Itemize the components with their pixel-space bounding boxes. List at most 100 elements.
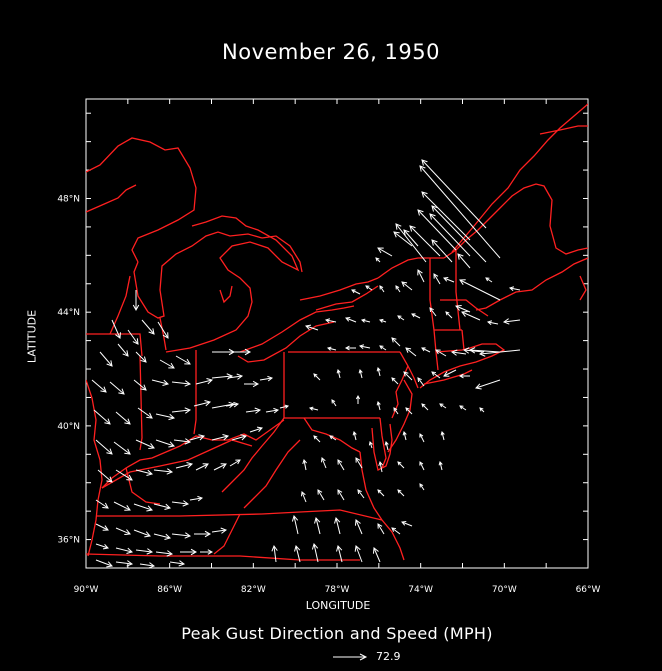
gust-arrow-head xyxy=(438,460,443,466)
gust-arrow xyxy=(117,343,129,357)
gust-arrow-head xyxy=(182,500,190,507)
gust-arrow xyxy=(397,489,405,497)
gust-arrow-head xyxy=(302,458,308,465)
gust-arrow-head xyxy=(485,277,490,282)
gust-arrow-head xyxy=(331,399,336,404)
gust-arrow-head xyxy=(435,349,441,355)
gust-arrow-head xyxy=(336,368,341,374)
gust-arrow-head xyxy=(337,489,343,495)
gust-arrow xyxy=(469,349,501,353)
gust-arrow-head xyxy=(164,533,172,540)
gust-arrow xyxy=(355,545,363,563)
gust-arrow xyxy=(153,503,171,509)
gust-arrow-head xyxy=(421,403,426,408)
gust-arrow-head xyxy=(168,413,176,421)
gust-arrow xyxy=(155,413,175,419)
gust-arrow xyxy=(109,381,125,395)
gust-arrow-head xyxy=(372,547,379,554)
gust-arrow-head xyxy=(358,368,363,374)
gust-arrow xyxy=(405,347,417,357)
y-axis-label: LATITUDE xyxy=(25,309,39,364)
gust-arrow xyxy=(213,463,227,471)
gust-arrow-head xyxy=(403,371,409,377)
gust-arrow-head xyxy=(184,438,192,445)
gust-arrow-head xyxy=(326,346,332,351)
gust-arrow-head xyxy=(379,285,384,290)
gust-arrow xyxy=(451,351,467,355)
gust-arrow xyxy=(335,517,341,535)
gust-arrow xyxy=(171,409,191,413)
gust-arrow-head xyxy=(132,338,139,345)
gust-arrow-head xyxy=(115,332,121,339)
gust-arrow-head xyxy=(443,371,450,377)
gust-arrow xyxy=(227,375,243,379)
gust-arrow-head xyxy=(411,313,416,318)
gust-arrow xyxy=(401,281,413,291)
gust-arrow-head xyxy=(164,503,172,510)
gust-arrow xyxy=(377,523,385,535)
gust-arrow xyxy=(457,253,471,269)
gust-arrow xyxy=(155,439,175,447)
gust-arrow-head xyxy=(351,289,356,294)
gust-arrow xyxy=(169,561,185,565)
gust-arrow xyxy=(245,409,261,413)
gust-arrow-head xyxy=(462,347,470,354)
gust-arrow-head xyxy=(320,457,326,463)
gust-arrow xyxy=(225,403,239,407)
gust-arrow-head xyxy=(357,489,362,495)
gust-arrow xyxy=(431,205,487,263)
gust-arrow xyxy=(135,469,153,475)
gust-arrow xyxy=(377,401,381,411)
gust-arrow-head xyxy=(421,347,426,352)
gust-arrow xyxy=(475,379,501,389)
gust-arrow-head xyxy=(300,491,306,497)
x-tick-label: 90°W xyxy=(74,585,99,595)
x-tick-label: 78°W xyxy=(325,585,350,595)
gust-arrow xyxy=(431,239,453,263)
gust-arrow xyxy=(95,439,113,455)
gust-arrow-head xyxy=(291,514,299,522)
gust-arrow-head xyxy=(106,561,113,568)
gust-arrow-head xyxy=(417,209,424,216)
gust-arrow-head xyxy=(140,384,147,391)
gust-arrow-head xyxy=(450,349,458,356)
gust-arrow xyxy=(189,497,203,501)
gust-arrow xyxy=(173,439,191,443)
gust-arrow xyxy=(317,489,325,501)
gust-arrow xyxy=(421,159,487,229)
gust-arrow xyxy=(485,277,493,283)
gust-arrow-head xyxy=(440,430,445,436)
gust-arrow xyxy=(305,325,319,331)
gust-arrow-head xyxy=(375,257,380,262)
gust-arrow xyxy=(439,461,443,471)
gust-arrow-head xyxy=(421,191,428,198)
gust-arrow-head xyxy=(102,525,109,531)
gust-arrow xyxy=(379,319,387,323)
gust-arrow xyxy=(365,285,373,291)
gust-arrow-head xyxy=(124,529,131,536)
gust-arrow-head xyxy=(140,356,147,363)
gust-arrow xyxy=(329,435,337,441)
gust-arrow-head xyxy=(204,530,212,538)
gust-arrow-head xyxy=(233,401,240,408)
gust-arrow-head xyxy=(146,412,153,419)
gust-arrow xyxy=(115,547,133,553)
gust-arrow-head xyxy=(100,386,107,393)
y-tick-label: 40°N xyxy=(57,422,80,432)
gust-arrow-head xyxy=(352,430,357,436)
gust-arrow-head xyxy=(397,461,402,466)
gust-arrow xyxy=(171,533,191,537)
gust-arrow xyxy=(211,435,229,441)
gust-arrow xyxy=(487,321,499,325)
gust-arrow xyxy=(157,321,169,339)
gust-arrow xyxy=(359,369,363,379)
gust-arrow-head xyxy=(256,426,263,433)
gust-arrow xyxy=(391,527,401,535)
gust-arrow xyxy=(417,269,425,283)
gust-arrow xyxy=(373,547,381,563)
gust-arrow xyxy=(379,345,387,351)
gust-arrow-head xyxy=(313,435,318,440)
gust-arrow xyxy=(313,373,321,381)
gust-arrow xyxy=(315,517,321,535)
gust-arrow xyxy=(429,213,471,257)
